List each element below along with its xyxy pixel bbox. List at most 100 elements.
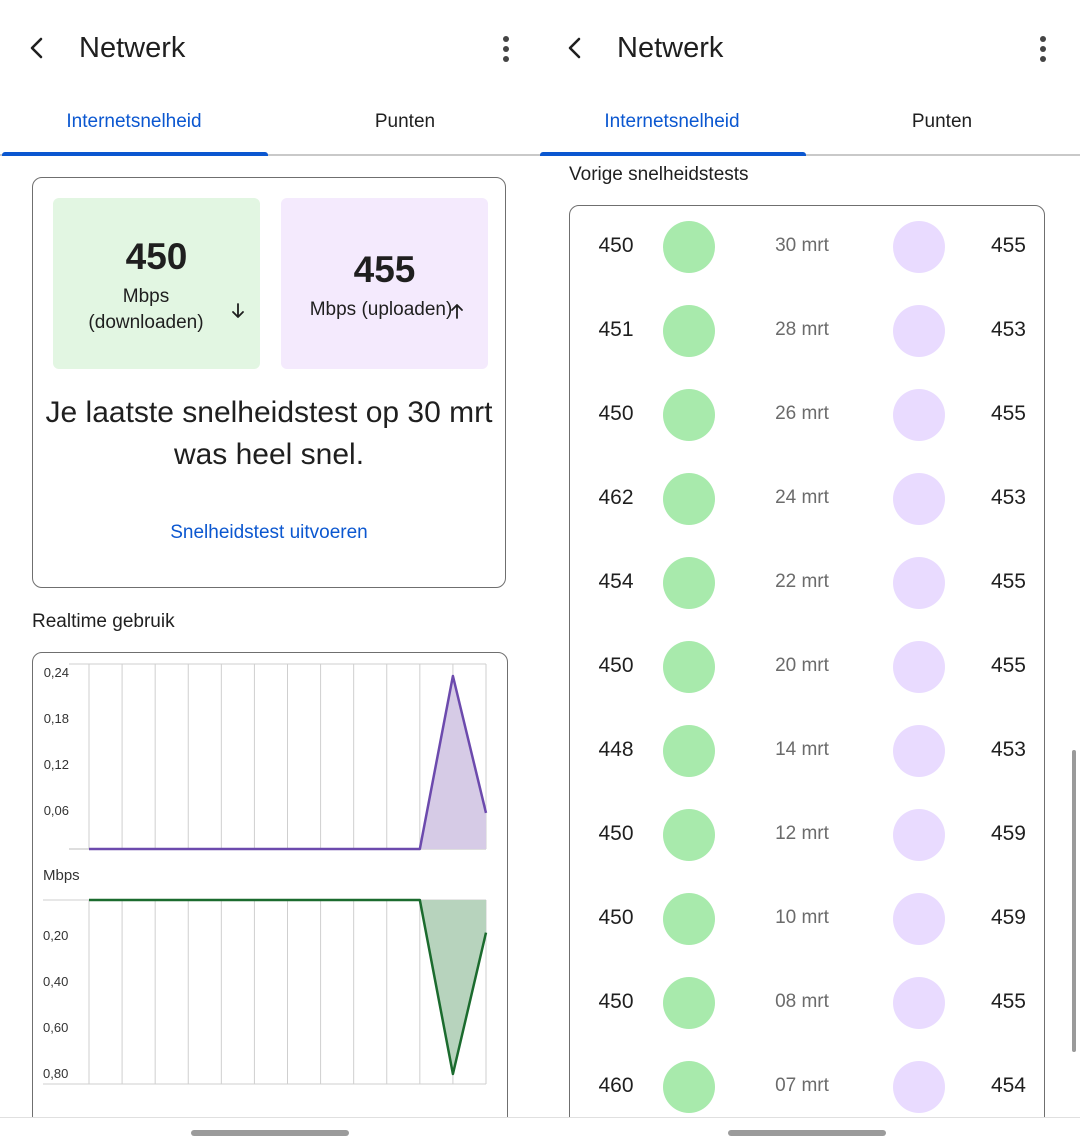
- upload-indicator: [893, 893, 945, 945]
- download-indicator: [663, 557, 715, 609]
- upload-indicator: [893, 1061, 945, 1113]
- list-item: 450 30 mrt 455: [570, 206, 1044, 290]
- list-item: 448 14 mrt 453: [570, 710, 1044, 794]
- upload-speed: 455: [990, 570, 1026, 593]
- test-date: 07 mrt: [775, 1075, 829, 1096]
- download-value: 450: [125, 236, 188, 277]
- upload-speed: 453: [990, 318, 1026, 341]
- upload-indicator: [893, 641, 945, 693]
- test-date: 30 mrt: [775, 235, 829, 256]
- download-indicator: [663, 221, 715, 273]
- y-tick-label: 0,12: [44, 757, 69, 772]
- home-handle[interactable]: [191, 1130, 349, 1136]
- more-vert-icon[interactable]: [494, 34, 518, 64]
- home-handle[interactable]: [728, 1130, 886, 1136]
- download-speed: 462: [598, 486, 634, 509]
- y-tick-label: 0,40: [43, 974, 68, 989]
- download-speed: 448: [598, 738, 634, 761]
- download-speed: 450: [598, 822, 634, 845]
- test-date: 26 mrt: [775, 403, 829, 424]
- active-tab-indicator: [2, 152, 268, 156]
- download-speed: 450: [598, 654, 634, 677]
- summary-text: Je laatste snelheidstest op 30 mrt was h…: [45, 396, 493, 471]
- upload-value: 455: [353, 249, 416, 290]
- back-arrow-icon[interactable]: [22, 32, 54, 64]
- realtime-chart-svg: 0,24 0,18 0,12 0,06 Mbps 0,20 0,40 0,60 0,80: [43, 663, 488, 1085]
- download-indicator: [663, 809, 715, 861]
- upload-indicator: [893, 725, 945, 777]
- y-axis-label: Mbps: [43, 867, 80, 884]
- upload-speed: 453: [990, 738, 1026, 761]
- upload-usage-area: [89, 676, 486, 849]
- upload-indicator: [893, 473, 945, 525]
- y-tick-label: 0,80: [43, 1066, 68, 1081]
- page-title: Netwerk: [617, 32, 724, 64]
- tab-punten[interactable]: Punten: [911, 111, 973, 132]
- list-item: 450 20 mrt 455: [570, 626, 1044, 710]
- speed-test-history-list: 450 30 mrt 455 451 28 mrt 453 450 26 mrt 455 462 2…: [569, 205, 1045, 1148]
- tab-bar: Internetsnelheid Punten: [0, 96, 538, 156]
- upload-indicator: [893, 557, 945, 609]
- list-item: 450 08 mrt 455: [570, 962, 1044, 1046]
- app-bar: Netwerk: [538, 0, 1080, 96]
- download-usage-area: [89, 900, 486, 1074]
- upload-speed: 455: [990, 234, 1026, 257]
- list-item: 454 22 mrt 455: [570, 542, 1044, 626]
- upload-indicator: [893, 389, 945, 441]
- y-tick-label: 0,20: [43, 928, 68, 943]
- list-item: 450 26 mrt 455: [570, 374, 1044, 458]
- scrollbar[interactable]: [1072, 750, 1076, 1052]
- test-date: 10 mrt: [775, 907, 829, 928]
- upload-speed: 453: [990, 486, 1026, 509]
- left-screen: Netwerk Internetsnelheid Punten 450 Mbps…: [0, 0, 538, 1148]
- active-tab-indicator: [540, 152, 806, 156]
- tab-internetsnelheid[interactable]: Internetsnelheid: [66, 111, 202, 132]
- test-date: 20 mrt: [775, 655, 829, 676]
- speed-summary-card: 450 Mbps (downloaden) 455 Mbps (uploaden…: [32, 177, 506, 588]
- upload-speed: 459: [990, 906, 1026, 929]
- arrow-down-icon: [232, 303, 244, 318]
- download-indicator: [663, 305, 715, 357]
- download-speed: 454: [598, 570, 634, 593]
- download-indicator: [663, 725, 715, 777]
- download-speed: 450: [598, 234, 634, 257]
- download-tile: 450 Mbps (downloaden): [53, 198, 260, 369]
- download-speed: 450: [598, 990, 634, 1013]
- back-arrow-icon[interactable]: [560, 32, 592, 64]
- page-title: Netwerk: [79, 32, 186, 64]
- upload-indicator: [893, 977, 945, 1029]
- download-indicator: [663, 893, 715, 945]
- test-date: 12 mrt: [775, 823, 829, 844]
- test-date: 14 mrt: [775, 739, 829, 760]
- y-tick-label: 0,24: [44, 665, 69, 680]
- upload-speed: 454: [990, 1074, 1026, 1097]
- download-indicator: [663, 641, 715, 693]
- tab-internetsnelheid[interactable]: Internetsnelheid: [604, 111, 740, 132]
- realtime-usage-chart: 0,24 0,18 0,12 0,06 Mbps 0,20 0,40 0,60 0,80: [32, 652, 508, 1148]
- tab-bar: Internetsnelheid Punten: [538, 96, 1080, 156]
- more-vert-icon[interactable]: [1031, 34, 1055, 64]
- upload-indicator: [893, 809, 945, 861]
- previous-tests-heading: Vorige snelheidstests: [569, 164, 749, 185]
- arrow-up-icon: [451, 304, 463, 319]
- upload-indicator: [893, 221, 945, 273]
- download-indicator: [663, 473, 715, 525]
- app-bar: Netwerk: [0, 0, 538, 96]
- test-date: 08 mrt: [775, 991, 829, 1012]
- gesture-bar: [0, 1117, 538, 1148]
- realtime-usage-heading: Realtime gebruik: [32, 611, 175, 632]
- list-item: 450 12 mrt 459: [570, 794, 1044, 878]
- upload-speed: 455: [990, 654, 1026, 677]
- list-item: 460 07 mrt 454: [570, 1046, 1044, 1130]
- download-indicator: [663, 389, 715, 441]
- upload-speed: 455: [990, 402, 1026, 425]
- run-speed-test-button[interactable]: Snelheidstest uitvoeren: [170, 522, 368, 543]
- tab-punten[interactable]: Punten: [374, 111, 436, 132]
- test-date: 24 mrt: [775, 487, 829, 508]
- download-speed: 450: [598, 402, 634, 425]
- upload-speed: 459: [990, 822, 1026, 845]
- right-screen: Netwerk Internetsnelheid Punten Vorige s…: [538, 0, 1080, 1148]
- upload-tile: 455 Mbps (uploaden): [281, 198, 488, 369]
- upload-speed: 455: [990, 990, 1026, 1013]
- upload-usage-line: [89, 674, 488, 851]
